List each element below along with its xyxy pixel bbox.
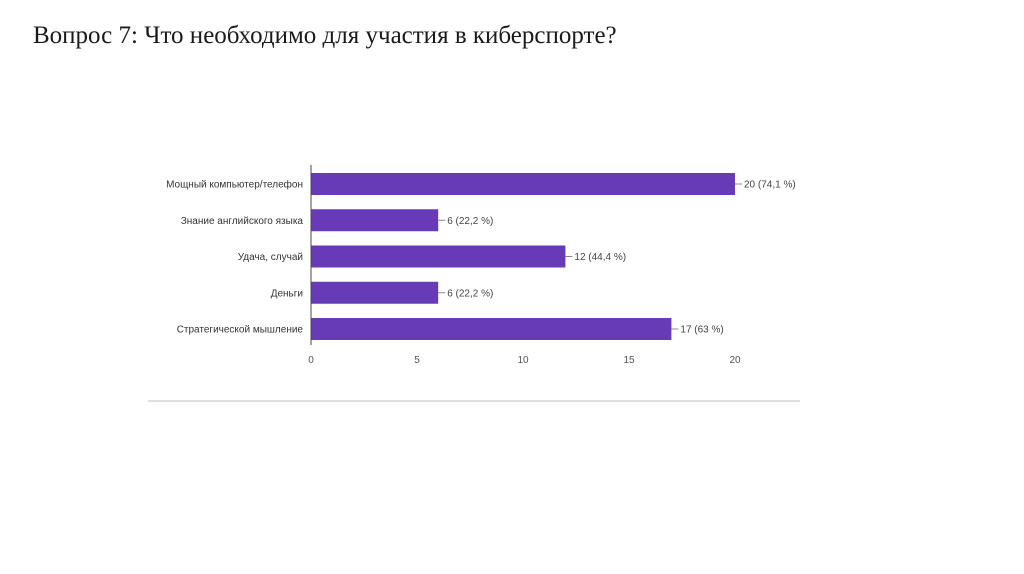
category-label: Знание английского языка xyxy=(181,216,304,227)
data-label: 20 (74,1 %) xyxy=(744,180,796,191)
x-tick-label: 20 xyxy=(729,355,741,366)
x-tick-label: 0 xyxy=(308,355,314,366)
category-label: Стратегической мышление xyxy=(177,325,304,336)
data-label: 12 (44,4 %) xyxy=(574,252,626,263)
bar-1 xyxy=(311,173,735,195)
bar-4 xyxy=(311,281,439,304)
category-label: Удача, случай xyxy=(238,252,303,263)
bar-5 xyxy=(311,318,672,340)
x-tick-label: 15 xyxy=(623,355,635,366)
bar-2 xyxy=(311,209,439,232)
category-label: Мощный компьютер/телефон xyxy=(166,179,303,191)
x-tick-label: 10 xyxy=(517,355,529,366)
data-label: 6 (22,2 %) xyxy=(447,216,493,227)
slide-title: Вопрос 7: Что необходимо для участия в к… xyxy=(33,22,617,49)
data-label: 17 (63 %) xyxy=(680,325,723,336)
data-label: 6 (22,2 %) xyxy=(447,288,493,299)
bar-3 xyxy=(311,245,566,268)
category-label: Деньги xyxy=(271,288,303,299)
x-tick-label: 5 xyxy=(414,355,420,366)
